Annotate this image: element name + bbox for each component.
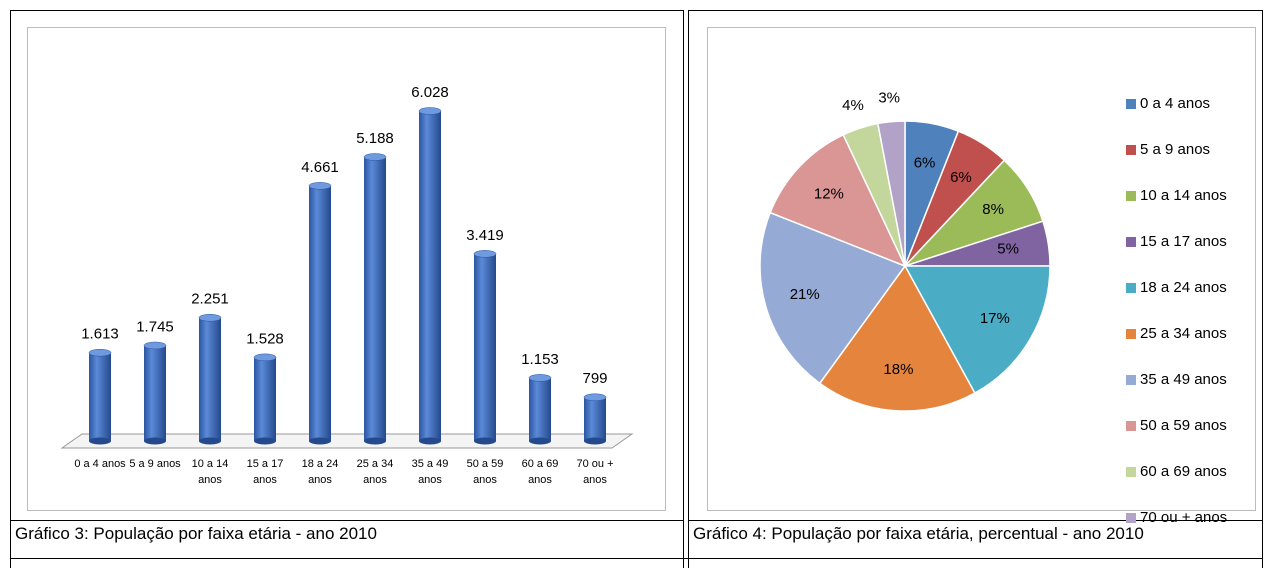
- bar-base: [364, 437, 386, 445]
- bar-base: [584, 437, 606, 445]
- legend-label: 18 a 24 anos: [1140, 279, 1227, 296]
- data-label: 6.028: [411, 84, 449, 101]
- legend-swatch: [1126, 329, 1136, 339]
- data-label: 17%: [980, 310, 1010, 327]
- legend-label: 35 a 49 anos: [1140, 371, 1227, 388]
- bar-cap: [253, 353, 277, 362]
- bar: [89, 352, 111, 441]
- bar-base: [254, 437, 276, 445]
- data-label: 12%: [814, 186, 844, 203]
- data-label: 5.188: [356, 130, 394, 147]
- legend-label: 25 a 34 anos: [1140, 325, 1227, 342]
- legend-swatch: [1126, 375, 1136, 385]
- legend-label: 50 a 59 anos: [1140, 417, 1227, 434]
- bar-cap: [473, 250, 497, 258]
- data-label: 4.661: [301, 159, 339, 176]
- pie-slice: [818, 264, 976, 412]
- bar-base: [144, 437, 166, 445]
- bar-cap: [418, 107, 442, 115]
- bar-cap: [198, 314, 222, 322]
- data-label: 799: [582, 370, 607, 387]
- pie-slice: [759, 211, 907, 385]
- legend-label: 0 a 4 anos: [1140, 95, 1210, 112]
- bar: [309, 185, 331, 441]
- legend-swatch: [1126, 99, 1136, 109]
- legend-label: 5 a 9 anos: [1140, 141, 1210, 158]
- data-label: 3%: [878, 90, 900, 107]
- bar: [419, 111, 441, 441]
- data-label: 18%: [883, 361, 913, 378]
- x-tick-label: 35 a 49 anos: [411, 458, 449, 486]
- pie-slice: [769, 133, 907, 268]
- data-label: 1.745: [136, 318, 174, 335]
- chart-frame: [707, 27, 1256, 511]
- data-label: 2.251: [191, 291, 229, 308]
- data-label: 8%: [982, 201, 1004, 218]
- legend-swatch: [1126, 467, 1136, 477]
- legend-label: 10 a 14 anos: [1140, 187, 1227, 204]
- legend-swatch: [1126, 513, 1136, 523]
- chart-frame: [27, 27, 666, 511]
- data-label: 6%: [950, 169, 972, 186]
- bar-cap: [143, 341, 167, 350]
- legend-label: 60 a 69 anos: [1140, 463, 1227, 480]
- bar: [254, 357, 276, 441]
- data-label: 21%: [790, 286, 820, 303]
- legend-label: 70 ou + anos: [1140, 509, 1227, 526]
- data-label: 5%: [997, 241, 1019, 258]
- bar-base: [529, 437, 551, 445]
- x-tick-label: 10 a 14 anos: [191, 458, 229, 486]
- x-tick-label: 25 a 34 anos: [356, 458, 394, 486]
- bar-base: [474, 437, 496, 445]
- caption: Gráfico 4: População por faixa etária, p…: [693, 524, 1144, 543]
- x-tick-label: 15 a 17 anos: [246, 458, 284, 486]
- x-tick-label: 18 a 24 anos: [301, 458, 339, 486]
- legend-swatch: [1126, 191, 1136, 201]
- data-label: 6%: [914, 154, 936, 171]
- data-label: 3.419: [466, 227, 504, 244]
- bar-cap: [363, 153, 387, 161]
- bar-base: [89, 437, 111, 445]
- legend-label: 15 a 17 anos: [1140, 233, 1227, 250]
- bar-cap: [88, 348, 112, 357]
- bar: [529, 377, 551, 441]
- x-tick-label: 0 a 4 anos: [74, 458, 126, 470]
- legend-swatch: [1126, 283, 1136, 293]
- bar-base: [419, 437, 441, 445]
- data-label: 1.528: [246, 330, 284, 347]
- x-tick-label: 5 a 9 anos: [129, 458, 181, 470]
- bar-base: [199, 437, 221, 445]
- bar: [584, 397, 606, 441]
- bar-cap: [583, 393, 607, 402]
- legend-swatch: [1126, 237, 1136, 247]
- data-label: 1.153: [521, 351, 559, 368]
- x-tick-label: 60 a 69 anos: [521, 458, 559, 486]
- bar: [364, 156, 386, 441]
- x-tick-label: 70 ou + anos: [576, 458, 614, 486]
- bar-cap: [528, 374, 552, 382]
- caption: Gráfico 3: População por faixa etária - …: [15, 524, 377, 543]
- bar: [144, 345, 166, 441]
- bar-base: [309, 437, 331, 445]
- legend-swatch: [1126, 145, 1136, 155]
- bar: [474, 253, 496, 441]
- pie-slice: [903, 265, 1051, 395]
- legend-swatch: [1126, 421, 1136, 431]
- cell-border: [10, 10, 684, 521]
- pie-slice: [876, 120, 906, 267]
- data-label: 1.613: [81, 326, 119, 343]
- cell-border: [688, 10, 1263, 521]
- bar: [199, 317, 221, 441]
- x-tick-label: 50 a 59 anos: [466, 458, 504, 486]
- data-label: 4%: [842, 97, 864, 114]
- bar-cap: [308, 182, 332, 190]
